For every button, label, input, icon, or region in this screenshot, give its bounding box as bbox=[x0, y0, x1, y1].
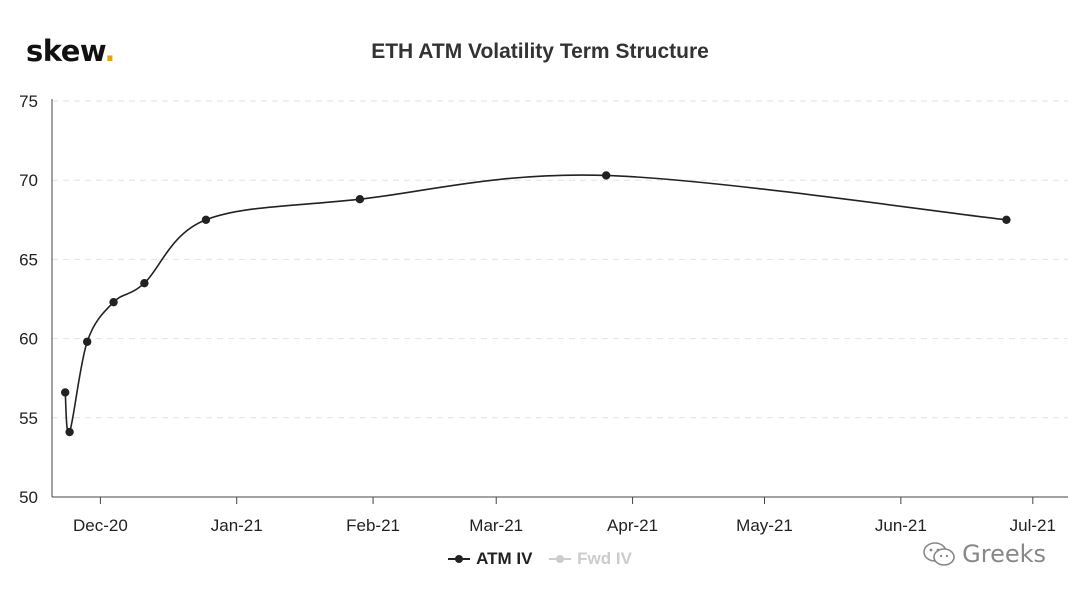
legend-item-atm-iv[interactable]: ATM IV bbox=[448, 549, 532, 569]
series-line-atm-iv bbox=[64, 174, 1007, 434]
y-tick-label: 65 bbox=[19, 250, 38, 269]
data-point[interactable] bbox=[140, 278, 149, 288]
data-point[interactable] bbox=[355, 195, 365, 204]
series-group bbox=[60, 171, 1011, 437]
grid-lines bbox=[52, 100, 1068, 419]
logo-text: skew bbox=[26, 34, 105, 68]
data-point[interactable] bbox=[201, 215, 211, 224]
y-tick-label: 60 bbox=[19, 330, 38, 349]
x-tick-label: Jan-21 bbox=[211, 516, 263, 535]
data-point[interactable] bbox=[82, 337, 92, 346]
data-point[interactable] bbox=[109, 297, 118, 307]
y-tick-label: 55 bbox=[19, 409, 38, 428]
legend-marker-fwd-icon bbox=[549, 555, 572, 563]
x-tick-label: Jun-21 bbox=[875, 516, 927, 535]
axes bbox=[51, 99, 1068, 498]
y-axis-ticks: 50 55 60 65 70 75 bbox=[19, 92, 38, 507]
legend: ATM IV Fwd IV bbox=[0, 549, 1080, 570]
wechat-icon bbox=[923, 542, 955, 566]
legend-label-atm-iv: ATM IV bbox=[476, 549, 533, 568]
data-point[interactable] bbox=[60, 388, 70, 397]
data-point[interactable] bbox=[65, 427, 74, 437]
x-tick-label: May-21 bbox=[736, 516, 793, 535]
legend-marker-atm-icon bbox=[448, 555, 471, 563]
x-tick-label: Jul-21 bbox=[1010, 516, 1056, 535]
watermark: Greeks bbox=[922, 540, 1046, 568]
chart-title: ETH ATM Volatility Term Structure bbox=[371, 40, 709, 63]
watermark-text: Greeks bbox=[962, 540, 1046, 568]
skew-logo: skew. bbox=[26, 34, 115, 68]
x-axis-ticks: Dec-20 Jan-21 Feb-21 Mar-21 Apr-21 May-21 Jun-… bbox=[73, 497, 1056, 535]
y-tick-label: 50 bbox=[19, 488, 38, 507]
y-tick-label: 70 bbox=[19, 171, 38, 190]
x-tick-label: Mar-21 bbox=[469, 516, 523, 535]
logo-dot: . bbox=[104, 34, 115, 68]
x-tick-label: Feb-21 bbox=[346, 516, 400, 535]
legend-item-fwd-iv[interactable]: Fwd IV bbox=[549, 549, 632, 569]
x-tick-label: Dec-20 bbox=[73, 516, 128, 535]
y-tick-label: 75 bbox=[19, 92, 38, 111]
x-tick-label: Apr-21 bbox=[607, 516, 658, 535]
data-point[interactable] bbox=[1002, 215, 1011, 224]
legend-label-fwd-iv: Fwd IV bbox=[577, 549, 632, 568]
data-point[interactable] bbox=[601, 171, 611, 180]
